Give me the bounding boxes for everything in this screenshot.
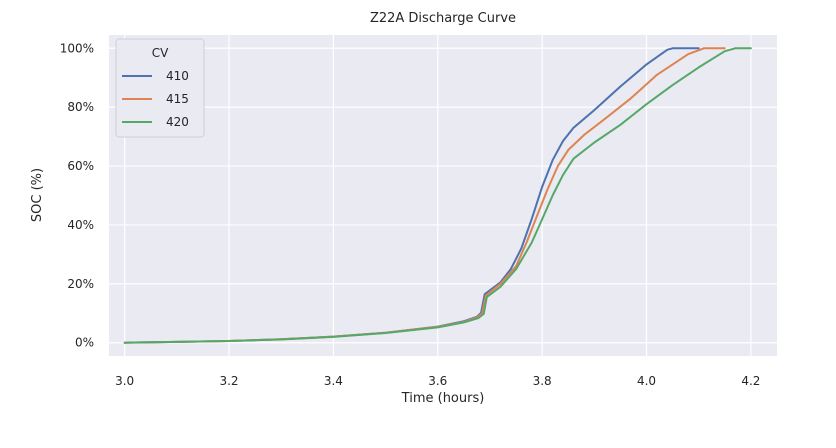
x-tick-label: 3.4 <box>324 374 343 388</box>
x-tick-label: 3.0 <box>115 374 134 388</box>
x-tick-label: 4.0 <box>637 374 656 388</box>
y-tick-label: 100% <box>60 41 94 55</box>
x-tick-label: 3.6 <box>428 374 447 388</box>
legend: CV 410 415 420 <box>115 38 205 138</box>
legend-label-420: 420 <box>166 115 189 129</box>
y-axis-label: SOC (%) <box>30 168 45 222</box>
y-tick-labels: 0% 20% 40% 60% 80% 100% <box>60 41 94 349</box>
x-tick-label: 3.8 <box>533 374 552 388</box>
chart-title: Z22A Discharge Curve <box>370 11 516 26</box>
y-tick-label: 80% <box>67 100 94 114</box>
y-tick-label: 40% <box>67 218 94 232</box>
series-lines <box>123 47 752 344</box>
series-line-420 <box>123 47 752 344</box>
x-tick-labels: 3.0 3.2 3.4 3.6 3.8 4.0 4.2 <box>115 374 760 388</box>
y-tick-label: 20% <box>67 277 94 291</box>
x-tick-label: 3.2 <box>219 374 238 388</box>
x-tick-label: 4.2 <box>741 374 760 388</box>
legend-title: CV <box>152 46 169 60</box>
legend-label-415: 415 <box>166 92 189 106</box>
plot-background <box>109 35 777 356</box>
y-tick-label: 0% <box>75 336 94 350</box>
x-axis-label: Time (hours) <box>401 391 485 406</box>
y-tick-label: 60% <box>67 159 94 173</box>
legend-label-410: 410 <box>166 69 189 83</box>
legend-box <box>115 38 205 138</box>
grid <box>109 35 777 356</box>
